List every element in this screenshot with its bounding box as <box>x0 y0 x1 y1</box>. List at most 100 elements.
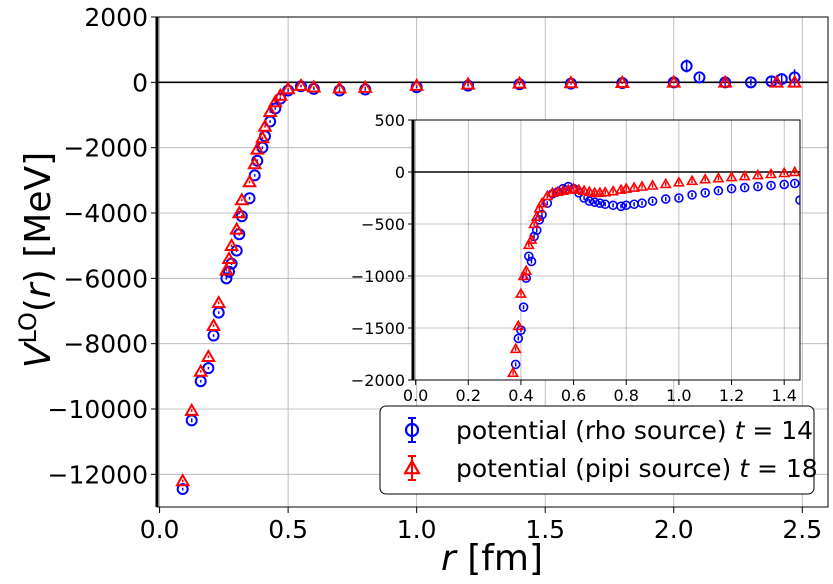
inset-x-tick-label: 0.8 <box>614 386 639 405</box>
data-point <box>257 118 273 132</box>
data-point <box>247 156 263 170</box>
inset-series-1 <box>507 165 800 378</box>
legend-label: potential (pipi source) t = 18 <box>456 454 818 483</box>
inset-x-tick-label: 1.4 <box>771 386 796 405</box>
main-series-1 <box>175 74 803 487</box>
data-point <box>693 71 706 84</box>
x-axis-label: r [fm] <box>441 538 543 579</box>
data-point <box>766 180 776 191</box>
data-point <box>765 167 777 179</box>
data-point <box>262 103 278 117</box>
data-point <box>687 190 697 200</box>
data-point <box>184 402 200 416</box>
inset-x-tick-label: 0.0 <box>403 386 428 405</box>
main-y-tick-label: −2000 <box>63 134 148 163</box>
data-point <box>725 170 738 182</box>
legend-box <box>379 405 815 495</box>
data-point <box>517 269 530 281</box>
data-point <box>578 184 591 195</box>
data-point <box>267 94 283 108</box>
main-y-tick-label: −10000 <box>48 395 148 424</box>
data-point <box>520 264 533 276</box>
data-point <box>357 79 373 93</box>
main-x-tick-label: 0.5 <box>268 515 308 544</box>
data-point <box>206 317 222 331</box>
data-point <box>583 185 596 196</box>
inset-y-tick-label: −500 <box>361 215 405 234</box>
data-point <box>636 180 648 191</box>
legend: potential (rho source) t = 14 potential (… <box>379 405 818 495</box>
main-y-tick-label: −8000 <box>63 330 148 359</box>
data-point <box>646 179 659 190</box>
data-point <box>738 169 751 181</box>
data-point <box>211 295 227 309</box>
data-point <box>674 193 684 203</box>
data-point <box>616 201 626 212</box>
data-point <box>637 198 647 208</box>
data-point <box>530 210 543 221</box>
data-point <box>712 171 725 183</box>
data-point <box>788 165 800 177</box>
main-y-tick-label: −6000 <box>63 264 148 293</box>
data-point <box>511 75 527 89</box>
data-point <box>525 233 538 244</box>
data-point <box>700 188 711 198</box>
data-point <box>224 237 240 251</box>
data-point <box>509 342 522 354</box>
data-point <box>249 141 265 155</box>
data-point <box>272 87 288 101</box>
data-point <box>460 76 476 90</box>
data-point <box>202 362 215 375</box>
data-point <box>332 80 348 94</box>
data-point <box>306 79 322 93</box>
data-point <box>221 250 237 264</box>
main-y-tick-label: −4000 <box>63 199 148 228</box>
data-point <box>193 363 209 377</box>
data-point <box>526 256 537 267</box>
inset-y-tick-label: −1500 <box>351 319 405 338</box>
main-x-tick-label: 1.5 <box>525 515 565 544</box>
main-y-tick-label: 2000 <box>84 3 148 32</box>
main-x-tick-label: 2.0 <box>654 515 694 544</box>
data-point <box>789 178 800 189</box>
main-y-tick-label: −12000 <box>48 460 148 489</box>
data-point <box>200 348 216 362</box>
data-point <box>280 81 296 95</box>
data-point <box>220 272 233 285</box>
data-point <box>234 192 250 206</box>
data-point <box>541 189 554 201</box>
inset-y-tick-label: 500 <box>374 111 405 130</box>
data-point <box>769 74 785 88</box>
data-point <box>620 182 633 193</box>
axis-labels: r [fm] VLO(r) [MeV] <box>14 152 543 579</box>
data-point <box>589 197 600 207</box>
data-point <box>229 221 245 235</box>
data-point <box>647 196 658 206</box>
inset-y-tick-label: 0 <box>395 163 405 182</box>
data-point <box>726 183 737 194</box>
data-point <box>176 483 189 496</box>
data-point <box>628 181 641 192</box>
data-point <box>584 196 595 206</box>
data-point <box>680 60 693 72</box>
legend-marker <box>403 458 421 475</box>
data-point <box>787 74 803 88</box>
main-x-tick-label: 2.5 <box>782 515 822 544</box>
data-point <box>514 287 527 298</box>
data-point <box>699 173 712 184</box>
data-point <box>795 195 800 205</box>
data-point <box>614 74 630 88</box>
data-point <box>409 77 425 91</box>
data-point <box>563 75 579 89</box>
main-x-tick-label: 1.0 <box>397 515 437 544</box>
data-point <box>778 166 791 178</box>
data-point <box>510 359 521 370</box>
inset-x-tick-label: 0.6 <box>561 386 586 405</box>
data-point <box>739 182 750 193</box>
data-point <box>293 77 309 91</box>
data-point <box>242 174 258 188</box>
data-point <box>507 366 519 378</box>
legend-marker <box>404 422 420 438</box>
inset-plot: 0.0 0.2 0.4 0.6 0.8 1.0 1.2 1.4 500 0 −500 −1000 −15… <box>351 111 801 405</box>
